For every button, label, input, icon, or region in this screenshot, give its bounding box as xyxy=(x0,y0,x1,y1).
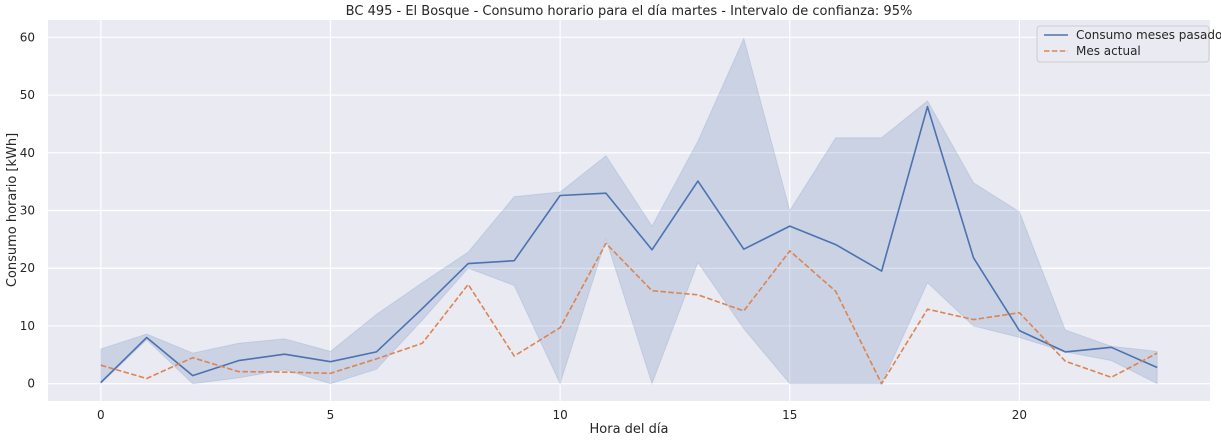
y-tick-labels: 0 10 20 30 40 50 60 xyxy=(20,30,35,390)
y-axis-label: Consumo horario [kWh] xyxy=(5,133,20,287)
y-tick-label: 0 xyxy=(27,377,35,391)
legend-label-mes-actual: Mes actual xyxy=(1076,44,1141,58)
y-tick-label: 60 xyxy=(20,30,35,44)
confidence-band-consumo-meses-pasados xyxy=(100,37,1158,386)
y-tick-label: 10 xyxy=(20,319,35,333)
legend-box xyxy=(1036,25,1210,63)
x-tick-label: 15 xyxy=(782,408,797,422)
confidence-band-group xyxy=(100,37,1158,386)
chart-title: BC 495 - El Bosque - Consumo horario par… xyxy=(346,4,913,19)
x-tick-label: 10 xyxy=(552,408,567,422)
y-tick-label: 20 xyxy=(20,261,35,275)
series-group xyxy=(100,105,1158,385)
y-tick-label: 40 xyxy=(20,146,35,160)
legend-label-consumo-meses-pasados: Consumo meses pasados xyxy=(1076,28,1221,42)
series-line-1 xyxy=(100,242,1158,385)
x-tick-label: 0 xyxy=(97,408,105,422)
x-tick-labels: 0 5 10 15 20 xyxy=(97,408,1027,422)
x-tick-label: 5 xyxy=(327,408,335,422)
x-axis-label: Hora del día xyxy=(590,422,669,437)
legend: Consumo meses pasados Mes actual xyxy=(1036,25,1221,63)
x-tick-label: 20 xyxy=(1012,408,1027,422)
y-tick-label: 50 xyxy=(20,88,35,102)
y-tick-label: 30 xyxy=(20,204,35,218)
series-line-0 xyxy=(100,105,1158,384)
